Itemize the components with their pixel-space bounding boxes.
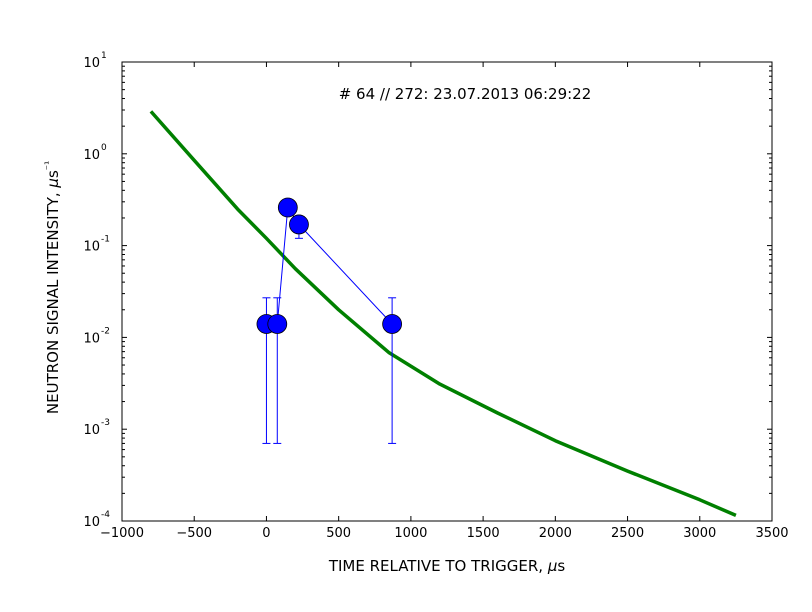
plot-frame bbox=[121, 61, 773, 522]
axis-ticks: −1000 −500 0 500 1000 1500 2000 2500 3000 350010-… bbox=[83, 51, 788, 541]
series-line-data bbox=[266, 206, 393, 325]
y-tick-label: 10 bbox=[83, 56, 100, 71]
x-tick-label: 2000 bbox=[539, 526, 572, 541]
x-tick-label: 1500 bbox=[467, 526, 500, 541]
data-point bbox=[267, 314, 288, 334]
y-tick-exponent: 0 bbox=[101, 143, 107, 153]
y-tick-label: 10 bbox=[83, 515, 100, 530]
x-tick-label: 3000 bbox=[683, 526, 716, 541]
x-axis-label: TIME RELATIVE TO TRIGGER, μs bbox=[328, 557, 566, 575]
x-tick-label: 500 bbox=[326, 526, 351, 541]
y-tick-label: 10 bbox=[83, 240, 100, 255]
x-tick-label: 2500 bbox=[611, 526, 644, 541]
y-tick-label: 10 bbox=[83, 331, 100, 346]
y-tick-exponent: -4 bbox=[101, 510, 110, 520]
y-tick-exponent: -1 bbox=[101, 235, 110, 245]
x-tick-label: 3500 bbox=[755, 526, 788, 541]
y-tick-exponent: -3 bbox=[101, 418, 110, 428]
data-point bbox=[289, 214, 309, 235]
y-tick-label: 10 bbox=[83, 423, 100, 438]
data-point bbox=[382, 314, 403, 334]
y-tick-exponent: 1 bbox=[101, 51, 107, 61]
y-tick-exponent: -2 bbox=[101, 326, 110, 336]
x-tick-label: −1000 bbox=[100, 526, 144, 541]
y-axis-label: NEUTRON SIGNAL INTENSITY, μs⁻¹ bbox=[44, 161, 62, 414]
chart-title: # 64 // 272: 23.07.2013 06:29:22 bbox=[339, 85, 592, 103]
y-tick-label: 10 bbox=[83, 148, 100, 163]
series-line-model bbox=[149, 110, 737, 518]
x-tick-label: 0 bbox=[262, 526, 270, 541]
chart-marks bbox=[149, 110, 737, 518]
x-tick-label: 1000 bbox=[394, 526, 427, 541]
x-tick-label: −500 bbox=[176, 526, 212, 541]
data-point bbox=[277, 197, 298, 218]
